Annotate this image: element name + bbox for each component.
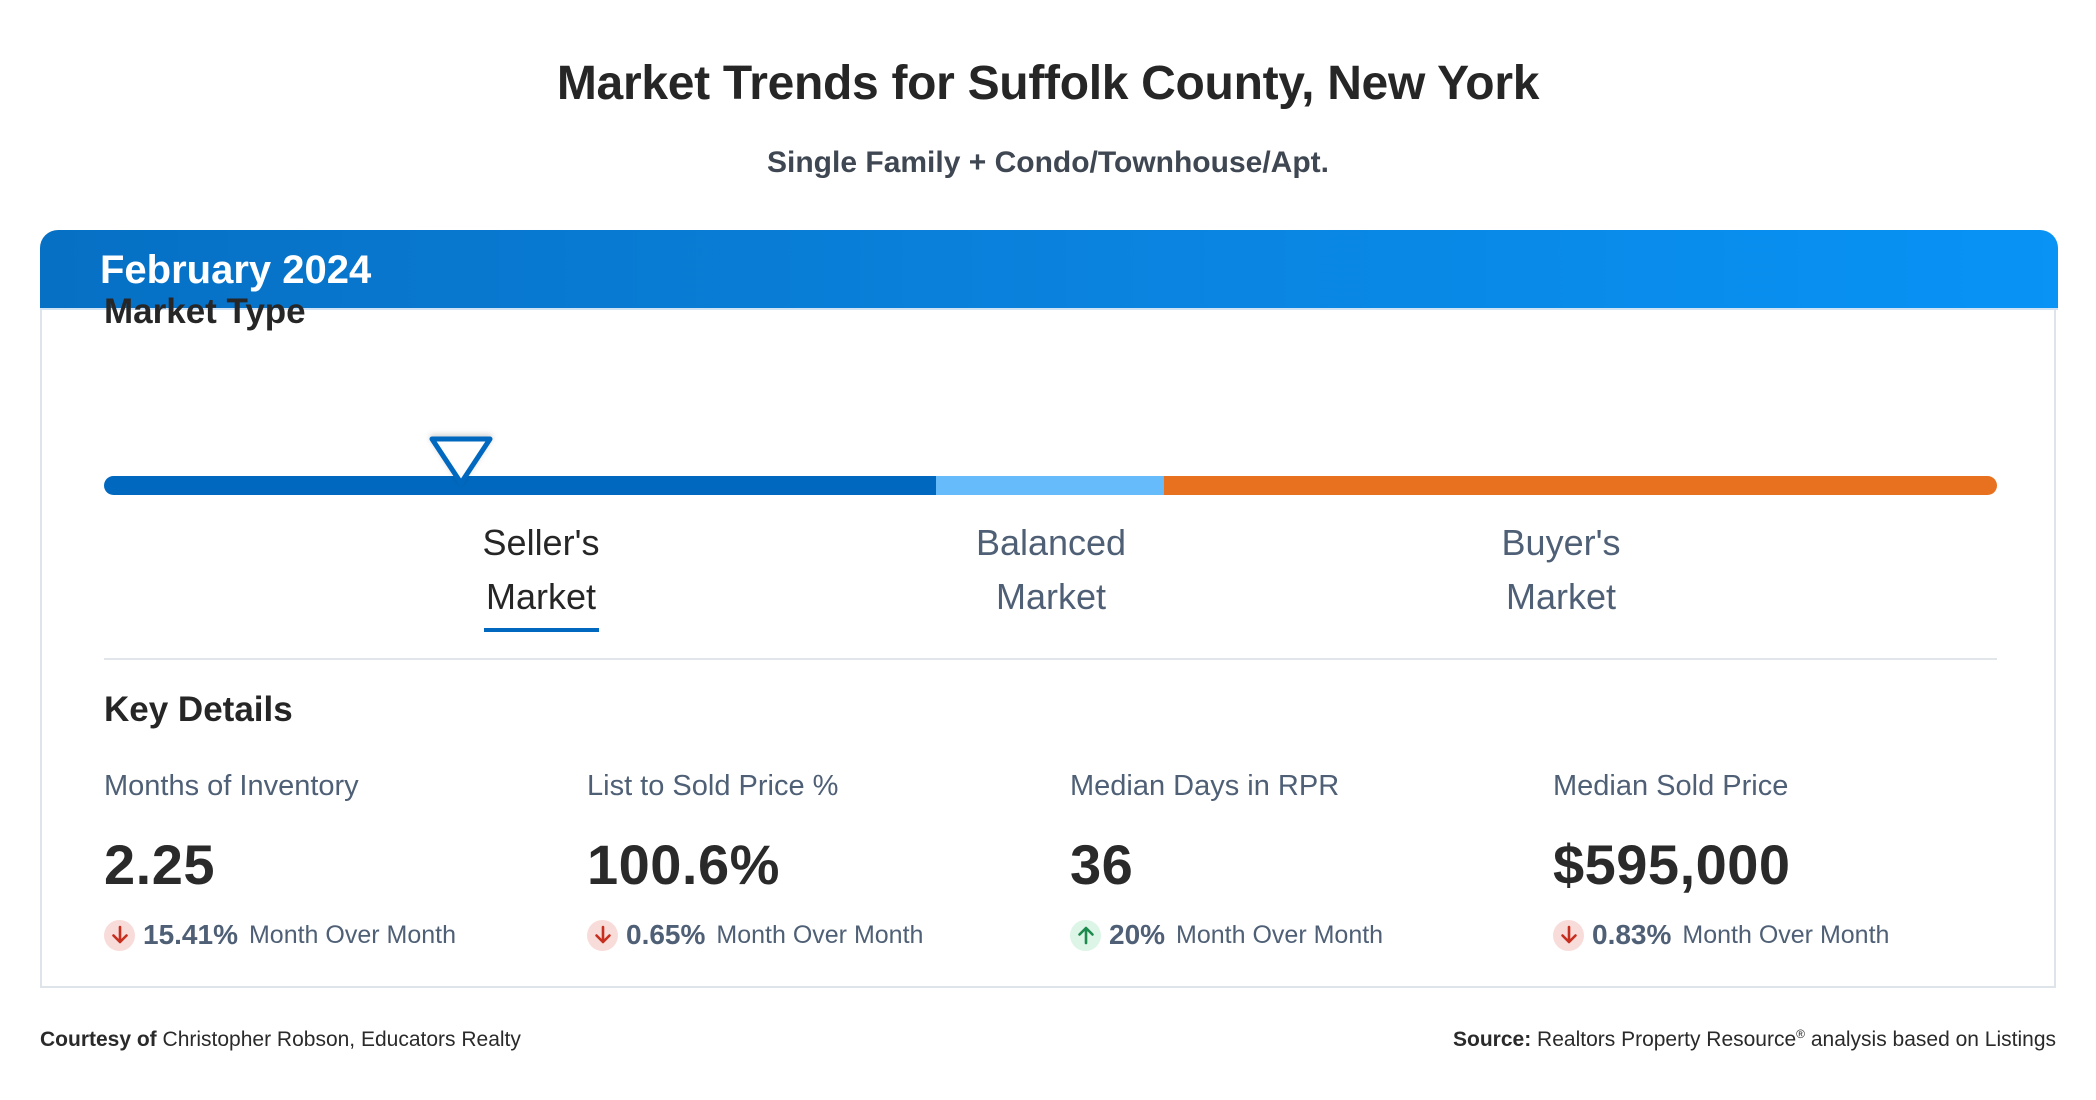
period-title: February 2024: [100, 248, 372, 292]
page-title: Market Trends for Suffolk County, New Yo…: [556, 57, 1540, 110]
change-period: Month Over Month: [1176, 920, 1384, 949]
source-text-continued: analysis based on Listings: [1810, 1028, 2056, 1051]
source-footer: Source: Realtors Property Resource® anal…: [1453, 1028, 2056, 1052]
key-details-heading: Key Details: [104, 690, 293, 729]
buyer-market-label-line1: Buyer's: [1501, 522, 1621, 563]
triangle-down-marker-icon: [429, 436, 493, 486]
arrow-down-icon: [1553, 919, 1584, 951]
section-divider: [104, 658, 1997, 660]
card-header: February 2024: [40, 230, 2058, 310]
balanced-market-label-line2: Market: [995, 576, 1107, 617]
buyer-market-segment: [1164, 476, 1997, 495]
metric-median-sold-price: Median Sold Price $595,000 0.83% Month O…: [1553, 770, 2013, 952]
market-type-heading: Market Type: [104, 292, 306, 331]
change-percent: 15.41%: [143, 919, 238, 950]
change-percent: 0.83%: [1592, 919, 1672, 950]
market-type-scale: [104, 476, 1997, 495]
seller-market-label-line2: Market: [485, 576, 597, 617]
source-label: Source:: [1453, 1028, 1532, 1051]
source-text: Realtors Property Resource: [1537, 1028, 1797, 1051]
active-market-underline: [483, 628, 599, 632]
metric-label: List to Sold Price %: [587, 770, 839, 802]
change-period: Month Over Month: [716, 920, 924, 949]
change-percent: 0.65%: [626, 919, 706, 950]
buyer-market-label-line2: Market: [1505, 576, 1617, 617]
metric-change: 0.65% Month Over Month: [587, 918, 1047, 952]
buyer-market-label: Buyer's Market: [1441, 516, 1681, 624]
courtesy-text: Christopher Robson, Educators Realty: [162, 1028, 521, 1051]
metric-list-to-sold-price: List to Sold Price % 100.6% 0.65% Month …: [587, 770, 1047, 952]
seller-market-label: Seller's Market: [421, 516, 661, 632]
balanced-market-label-line1: Balanced: [975, 522, 1127, 563]
seller-market-label-line1: Seller's: [482, 522, 600, 563]
arrow-down-icon: [587, 919, 618, 951]
metric-value: 100.6%: [587, 833, 780, 896]
metric-value: $595,000: [1553, 833, 1791, 896]
metric-label: Median Days in RPR: [1070, 770, 1340, 802]
metric-months-of-inventory: Months of Inventory 2.25 15.41% Month Ov…: [104, 770, 564, 952]
registered-mark: ®: [1796, 1027, 1805, 1041]
arrow-up-icon: [1070, 919, 1101, 951]
metric-value: 2.25: [104, 833, 215, 896]
metric-change: 20% Month Over Month: [1070, 918, 1530, 952]
courtesy-footer: Courtesy of Christopher Robson, Educator…: [40, 1028, 521, 1052]
change-percent: 20%: [1109, 919, 1166, 950]
market-trends-card: February 2024 Market Type Seller's Marke…: [40, 230, 2058, 988]
metric-label: Median Sold Price: [1553, 770, 1789, 802]
metric-median-days-in-rpr: Median Days in RPR 36 20% Month Over Mon…: [1070, 770, 1530, 952]
page-subtitle: Single Family + Condo/Townhouse/Apt.: [767, 146, 1329, 179]
seller-market-segment: [104, 476, 936, 495]
metric-change: 0.83% Month Over Month: [1553, 918, 2013, 952]
balanced-market-segment: [936, 476, 1164, 495]
balanced-market-label: Balanced Market: [931, 516, 1171, 624]
courtesy-label: Courtesy of: [40, 1028, 157, 1051]
metric-label: Months of Inventory: [104, 770, 359, 802]
metric-value: 36: [1070, 833, 1134, 896]
change-period: Month Over Month: [248, 920, 456, 949]
change-period: Month Over Month: [1682, 920, 1890, 949]
metric-change: 15.41% Month Over Month: [104, 918, 564, 952]
arrow-down-icon: [104, 919, 135, 951]
